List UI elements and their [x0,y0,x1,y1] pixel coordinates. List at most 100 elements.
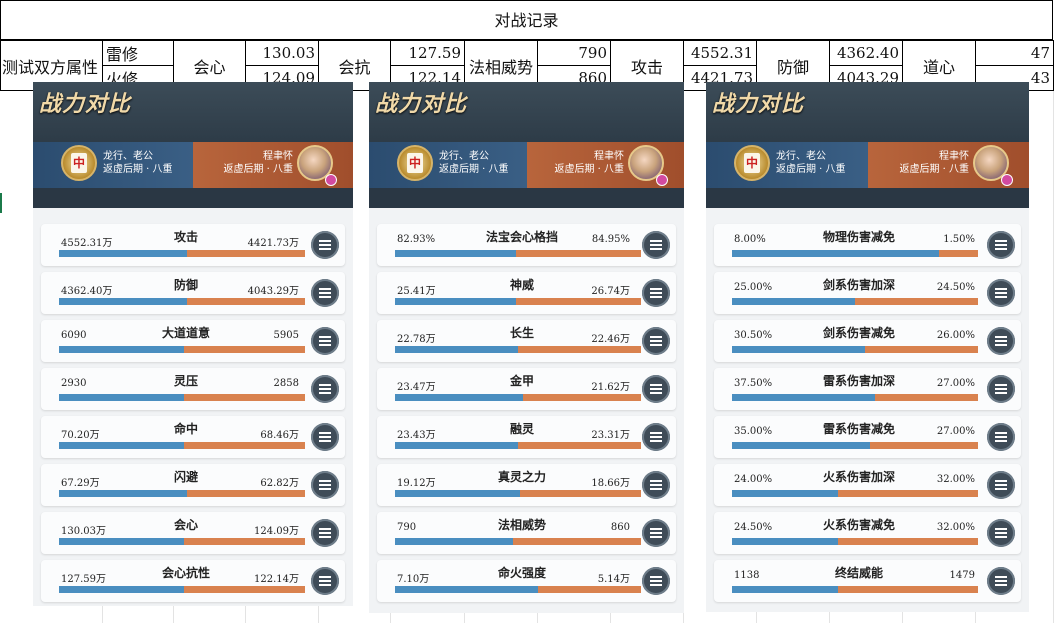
stat-row[interactable]: 法宝会心格挡 82.93% 84.95% [377,224,676,266]
comparison-bar [59,298,305,305]
comparison-bar-left-fill [395,346,518,353]
comparison-bar [59,538,305,545]
menu-list-icon[interactable] [642,423,670,451]
stat-left-value: 24.00% [734,474,773,485]
comparison-bar [732,394,978,401]
stat-row[interactable]: 大道道意 6090 5905 [41,320,345,362]
stat-row[interactable]: 剑系伤害加深 25.00% 24.50% [714,272,1021,314]
comparison-bar [395,586,641,593]
stat-left-value: 790 [397,522,417,533]
stat-row[interactable]: 会心 130.03万 124.09万 [41,512,345,554]
combat-comparison-panel: 战力对比中龙行、老公 返虚后期 · 八重 程聿怀 返虚后期 · 八重 攻击 4552.31… [33,82,353,606]
attr-value-a-cell[interactable]: 4552.31 [683,40,757,66]
attr-value-a-cell[interactable]: 127.59 [390,40,465,66]
comparison-bar [732,298,978,305]
player-a-cell[interactable]: 雷修 [102,40,174,66]
comparison-bar [732,538,978,545]
stat-name: 攻击 [173,230,198,244]
stat-row[interactable]: 命火强度 7.10万 5.14万 [377,560,676,602]
menu-list-icon[interactable] [642,231,670,259]
stat-name: 剑系伤害加深 [822,278,895,292]
stat-row[interactable]: 融灵 23.43万 23.31万 [377,416,676,458]
attr-value-a-cell[interactable]: 4362.40 [829,40,903,66]
stat-row[interactable]: 火系伤害加深 24.00% 32.00% [714,464,1021,506]
menu-list-icon[interactable] [311,567,339,595]
comparison-bar-left-fill [395,250,516,257]
comparison-bar [395,394,641,401]
stat-row[interactable]: 终结威能 1138 1479 [714,560,1021,602]
comparison-bar [732,586,978,593]
stat-row[interactable]: 闪避 67.29万 62.82万 [41,464,345,506]
stat-row[interactable]: 灵压 2930 2858 [41,368,345,410]
menu-list-icon[interactable] [987,327,1015,355]
menu-list-icon[interactable] [642,519,670,547]
stat-name: 长生 [509,326,534,340]
stat-left-value: 82.93% [397,234,436,245]
stat-row[interactable]: 雷系伤害减免 35.00% 27.00% [714,416,1021,458]
menu-list-icon[interactable] [987,375,1015,403]
menu-list-icon[interactable] [642,327,670,355]
menu-list-icon[interactable] [311,519,339,547]
menu-list-icon[interactable] [987,423,1015,451]
stat-left-value: 4552.31万 [61,238,113,249]
header-shadow [369,188,684,208]
stat-right-value: 68.46万 [260,430,299,441]
stat-right-value: 2858 [273,378,299,389]
stat-right-value: 21.62万 [591,382,630,393]
stat-row[interactable]: 命中 70.20万 68.46万 [41,416,345,458]
menu-list-icon[interactable] [642,567,670,595]
stat-left-value: 70.20万 [61,430,100,441]
menu-list-icon[interactable] [311,471,339,499]
stat-name: 真灵之力 [497,470,546,484]
right-player-name: 程聿怀 [939,151,969,162]
stat-row[interactable]: 物理伤害减免 8.00% 1.50% [714,224,1021,266]
stat-left-value: 19.12万 [397,478,436,489]
comparison-bar-left-fill [732,298,855,305]
menu-list-icon[interactable] [311,423,339,451]
stat-row[interactable]: 火系伤害减免 24.50% 32.00% [714,512,1021,554]
menu-list-icon[interactable] [311,375,339,403]
left-player-realm: 返虚后期 · 八重 [439,164,509,175]
stat-row[interactable]: 会心抗性 127.59万 122.14万 [41,560,345,602]
comparison-bar [732,442,978,449]
menu-list-icon[interactable] [311,327,339,355]
stat-left-value: 25.00% [734,282,773,293]
menu-list-icon[interactable] [642,375,670,403]
stat-row[interactable]: 攻击 4552.31万 4421.73万 [41,224,345,266]
comparison-bar [59,346,305,353]
comparison-bar-left-fill [732,250,939,257]
stat-row[interactable]: 金甲 23.47万 21.62万 [377,368,676,410]
stat-name: 命火强度 [497,566,546,580]
stat-row[interactable]: 真灵之力 19.12万 18.66万 [377,464,676,506]
attr-value-a-cell[interactable]: 790 [537,40,611,66]
menu-list-icon[interactable] [311,231,339,259]
attr-value-a-cell[interactable]: 47 [975,40,1054,66]
menu-list-icon[interactable] [987,567,1015,595]
comparison-bar-left-fill [732,490,838,497]
comparison-bar [395,442,641,449]
stat-right-value: 18.66万 [591,478,630,489]
comparison-bar-left-fill [59,250,187,257]
stat-row[interactable]: 神威 25.41万 26.74万 [377,272,676,314]
comparison-bar-left-fill [59,490,187,497]
left-player-name: 龙行、老公 [776,151,826,162]
sheet-title[interactable]: 对战记录 [0,0,1053,40]
menu-list-icon[interactable] [987,279,1015,307]
stat-row[interactable]: 雷系伤害加深 37.50% 27.00% [714,368,1021,410]
menu-list-icon[interactable] [642,279,670,307]
stat-name: 法相威势 [497,518,546,532]
menu-list-icon[interactable] [987,519,1015,547]
stat-row[interactable]: 长生 22.78万 22.46万 [377,320,676,362]
panel-title: 战力对比 [375,91,468,117]
menu-list-icon[interactable] [311,279,339,307]
menu-list-icon[interactable] [642,471,670,499]
menu-list-icon[interactable] [987,231,1015,259]
stat-row[interactable]: 防御 4362.40万 4043.29万 [41,272,345,314]
menu-list-icon[interactable] [987,471,1015,499]
stat-name: 神威 [509,278,534,292]
stat-name: 终结威能 [834,566,883,580]
attr-value-a-cell[interactable]: 130.03 [245,40,319,66]
stat-row[interactable]: 法相威势 790 860 [377,512,676,554]
stat-right-value: 26.74万 [591,286,630,297]
stat-row[interactable]: 剑系伤害减免 30.50% 26.00% [714,320,1021,362]
